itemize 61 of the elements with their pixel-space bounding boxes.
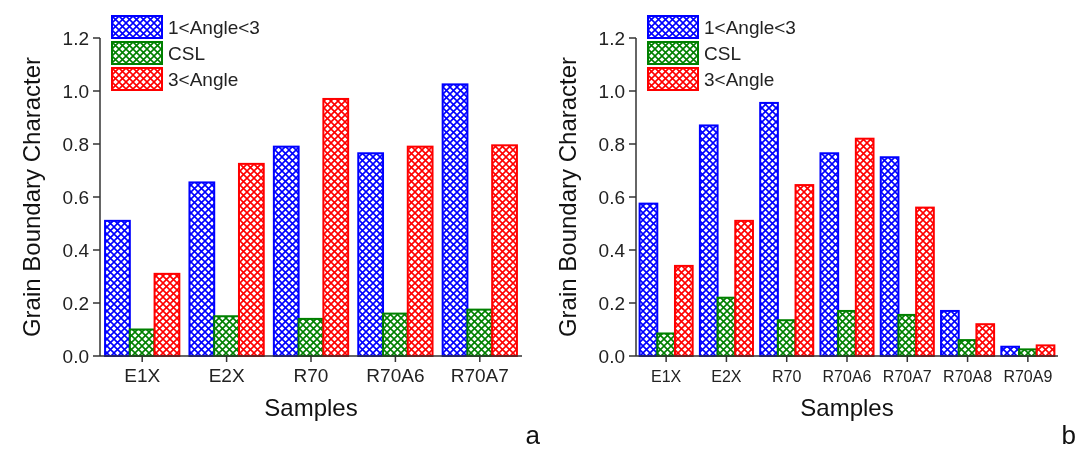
bar <box>153 272 181 357</box>
x-tick-label: E2X <box>711 368 742 385</box>
x-tick-label: R70A7 <box>450 365 509 386</box>
text: a <box>525 420 541 450</box>
bar <box>734 219 754 357</box>
x-tick-label: R70 <box>293 365 329 386</box>
text: b <box>1061 420 1076 450</box>
x-tick-label: R70A8 <box>943 368 993 385</box>
x-axis-title: Samples <box>800 394 894 421</box>
y-tick-label: 0.4 <box>62 239 90 261</box>
y-tick-label: 0.6 <box>62 186 89 208</box>
x-tick-label: R70A6 <box>366 365 425 386</box>
bar <box>819 152 840 357</box>
y-tick-label: 1.0 <box>598 80 625 102</box>
bar <box>940 309 960 357</box>
y-tick-label: 1.0 <box>62 80 89 102</box>
x-axis-title: Samples <box>264 394 358 421</box>
legend-label: 1<Angle<3 <box>168 16 260 38</box>
legend-label: CSL <box>168 42 205 64</box>
x-tick-label: E2X <box>208 365 245 386</box>
y-tick-label: 1.2 <box>62 27 89 49</box>
bar <box>322 97 350 357</box>
bar <box>638 202 659 357</box>
y-tick-label: 0.2 <box>598 292 625 314</box>
y-tick-label: 0.6 <box>598 186 625 208</box>
bar <box>673 264 694 357</box>
legend-label: 3<Angle <box>168 68 239 90</box>
bar <box>237 162 265 357</box>
bar <box>441 83 469 357</box>
x-tick-label: R70 <box>772 368 802 385</box>
x-tick-label: R70A7 <box>882 368 932 385</box>
bar <box>879 156 900 357</box>
bar <box>188 181 216 357</box>
bar <box>794 184 815 357</box>
bar <box>854 137 875 357</box>
x-tick-label: R70A6 <box>822 368 872 385</box>
bar <box>104 219 131 357</box>
legend-label: CSL <box>704 42 741 64</box>
y-tick-label: 0.0 <box>62 345 89 367</box>
bar <box>272 145 300 357</box>
bar <box>357 152 385 357</box>
bar <box>406 145 434 357</box>
y-axis-title: Grain Boundary Character <box>554 56 581 338</box>
bar <box>915 206 935 357</box>
y-axis-title: Grain Boundary Character <box>18 56 45 338</box>
legend-label: 1<Angle<3 <box>704 16 796 38</box>
y-tick-label: 1.2 <box>598 27 625 49</box>
x-tick-label: E1X <box>651 368 682 385</box>
bar <box>759 101 779 357</box>
legend-label: 3<Angle <box>704 68 775 90</box>
bar <box>213 315 240 357</box>
y-tick-label: 0.2 <box>62 292 89 314</box>
x-tick-label: E1X <box>124 365 161 386</box>
bar <box>975 323 996 357</box>
y-tick-label: 0.4 <box>598 239 626 261</box>
bar <box>491 144 518 357</box>
x-tick-label: R70A9 <box>1003 368 1053 385</box>
y-tick-label: 0.8 <box>598 133 625 155</box>
y-tick-label: 0.8 <box>62 133 89 155</box>
y-tick-label: 0.0 <box>598 345 625 367</box>
bar <box>698 124 719 357</box>
